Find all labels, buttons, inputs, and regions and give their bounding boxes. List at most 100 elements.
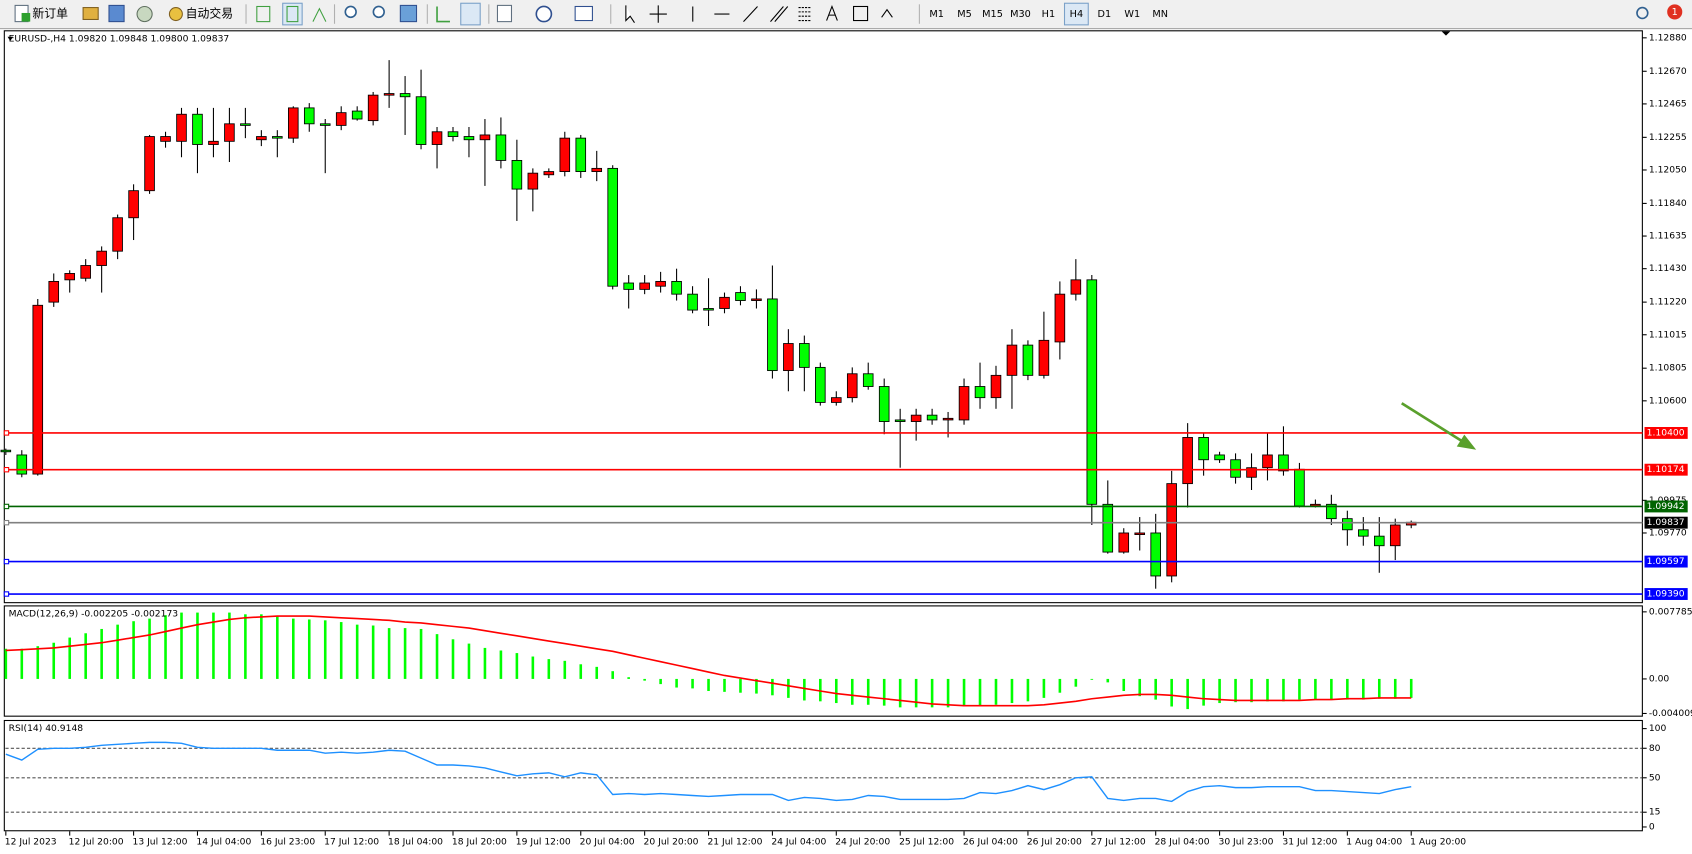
rsi-panel: [3, 719, 1643, 832]
x-tick-label: 13 Jul 12:00: [133, 837, 188, 848]
level-label: 1.10400: [1647, 427, 1685, 438]
macd-bar: [1234, 678, 1237, 703]
candle-body: [1134, 532, 1146, 536]
candle-body: [1373, 535, 1385, 547]
candle-body: [1070, 279, 1082, 295]
icon[interactable]: [826, 4, 838, 21]
macd-bar: [1250, 678, 1253, 703]
icon[interactable]: [535, 5, 553, 23]
candle-body: [48, 280, 60, 303]
icon[interactable]: [372, 5, 385, 19]
macd-bar: [1202, 678, 1205, 706]
macd-bar: [787, 678, 790, 698]
y-tick-label: 1.11430: [1649, 263, 1687, 274]
icon[interactable]: [312, 7, 327, 22]
candle-body: [1278, 454, 1289, 472]
icon[interactable]: [853, 5, 869, 22]
candle-body: [383, 93, 395, 96]
icon[interactable]: [460, 2, 481, 26]
y-tick-label: 1.11635: [1649, 231, 1687, 242]
auto-trading-button[interactable]: 自动交易: [168, 7, 233, 22]
icon[interactable]: [649, 5, 667, 23]
y-tick-label: 1.09975: [1649, 495, 1687, 506]
macd-bar: [675, 678, 678, 688]
icon[interactable]: [574, 5, 593, 22]
macd-bar: [307, 619, 311, 679]
icon[interactable]: [108, 4, 125, 23]
x-tick-label: 27 Jul 12:00: [1091, 837, 1146, 848]
macd-bar: [260, 614, 263, 679]
timeframe-button[interactable]: M5: [957, 9, 972, 20]
candle-body: [128, 190, 139, 219]
timeframe-button[interactable]: D1: [1098, 9, 1112, 20]
candle-body: [878, 386, 890, 422]
macd-bar: [1090, 678, 1094, 680]
icon[interactable]: [82, 7, 99, 20]
y-tick-label: 1.11840: [1649, 198, 1687, 209]
plots: 12 Jul 2023 12 Jul 20:00 13 Jul 12:00 14 Ju…: [0, 32, 1692, 848]
macd-bar: [212, 612, 215, 679]
level-label-box: [1644, 427, 1688, 439]
macd-bar: [1170, 678, 1173, 707]
badge-count: 1: [1672, 7, 1678, 18]
x-tick-label: 25 Jul 12:00: [899, 837, 954, 848]
x-tick-label: 20 Jul 20:00: [644, 837, 699, 848]
timeframe-button[interactable]: M30: [1010, 9, 1031, 20]
candle-body: [431, 131, 443, 145]
timeframe-button[interactable]: H4: [1070, 9, 1083, 20]
macd-panel: [3, 605, 1643, 717]
candle-body: [463, 136, 475, 141]
timeframe-button[interactable]: H1: [1042, 9, 1055, 20]
macd-bar: [228, 612, 231, 679]
x-tick-label: 14 Jul 04:00: [196, 837, 251, 848]
icon[interactable]: [625, 5, 635, 24]
icon[interactable]: [344, 5, 357, 19]
level-handle: [3, 466, 10, 473]
macd-bar: [1154, 678, 1157, 700]
timeframe-button[interactable]: W1: [1124, 9, 1140, 20]
icon[interactable]: [743, 6, 758, 22]
icon[interactable]: [770, 6, 789, 22]
level-handle: [3, 558, 10, 565]
macd-bar: [579, 664, 583, 679]
macd-bar: [1346, 678, 1349, 700]
y-tick-label: 0.00: [1649, 673, 1670, 684]
y-tick-label: 80: [1649, 743, 1661, 754]
candle-body: [351, 110, 363, 120]
icon[interactable]: [256, 5, 271, 23]
level-label-box: [1644, 500, 1688, 513]
macd-bar: [563, 660, 567, 679]
y-tick-label: 1.12670: [1649, 66, 1687, 77]
macd-bar: [930, 678, 934, 708]
macd-bar: [1282, 678, 1285, 702]
level-label: 1.09390: [1647, 589, 1685, 600]
timeframe-button[interactable]: M15: [982, 9, 1003, 20]
candle-body: [335, 112, 347, 126]
macd-bar: [946, 678, 950, 708]
icon[interactable]: [496, 4, 513, 23]
new-order-button[interactable]: 新订单: [14, 4, 68, 23]
icon: [168, 7, 183, 22]
candle-body: [703, 308, 714, 311]
timeframe-button[interactable]: M1: [929, 9, 944, 20]
main-title: EURUSD-,H4 1.09820 1.09848 1.09800 1.098…: [9, 33, 230, 44]
icon[interactable]: [436, 6, 450, 23]
macd-bar: [850, 678, 854, 705]
candle-body: [799, 343, 810, 368]
macd-bar: [1106, 678, 1110, 683]
timeframe-button[interactable]: MN: [1152, 9, 1168, 20]
candle-body: [527, 172, 539, 190]
level-label: 1.10174: [1647, 464, 1685, 475]
macd-bar: [1026, 678, 1030, 702]
search-icon[interactable]: [1636, 6, 1649, 20]
badge: [1667, 4, 1683, 20]
icon[interactable]: [399, 4, 418, 23]
candle-body: [495, 134, 507, 161]
macd-bar: [978, 678, 982, 706]
icon[interactable]: [136, 5, 153, 23]
icon[interactable]: [798, 7, 812, 22]
notification-badge[interactable]: 1: [1667, 4, 1683, 20]
candle-body: [415, 96, 427, 145]
icon[interactable]: [881, 8, 893, 18]
macd-bar: [52, 642, 56, 679]
